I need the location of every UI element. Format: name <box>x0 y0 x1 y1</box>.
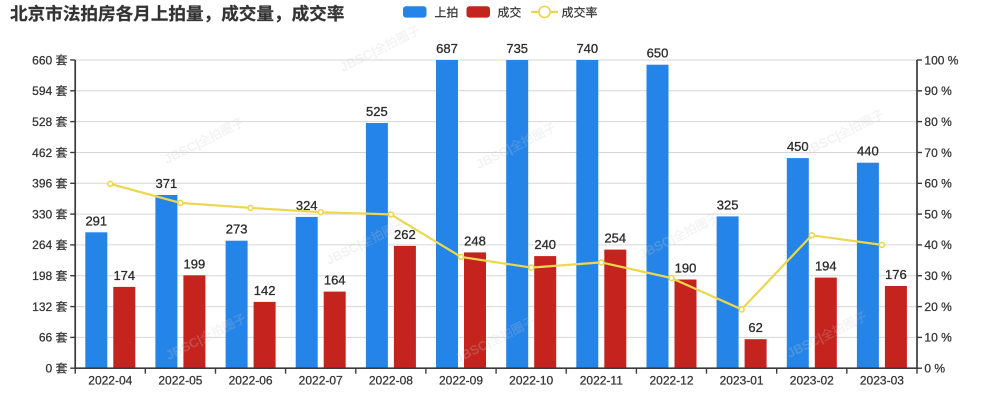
svg-text:594: 594 <box>32 84 52 98</box>
svg-text:20 %: 20 % <box>924 300 952 314</box>
svg-text:450: 450 <box>787 139 809 154</box>
svg-text:2022-08: 2022-08 <box>369 374 413 388</box>
svg-text:30 %: 30 % <box>924 269 952 283</box>
svg-text:40 %: 40 % <box>924 238 952 252</box>
svg-text:2022-06: 2022-06 <box>229 374 273 388</box>
svg-text:90 %: 90 % <box>924 84 952 98</box>
svg-text:190: 190 <box>675 261 697 276</box>
svg-text:262: 262 <box>394 227 416 242</box>
svg-text:330: 330 <box>32 207 52 221</box>
svg-text:254: 254 <box>604 231 626 246</box>
svg-text:291: 291 <box>85 213 107 228</box>
svg-text:0: 0 <box>46 362 53 376</box>
svg-text:62: 62 <box>748 320 762 335</box>
svg-text:735: 735 <box>506 41 528 56</box>
svg-text:2022-10: 2022-10 <box>509 374 553 388</box>
svg-text:142: 142 <box>254 283 276 298</box>
svg-text:100 %: 100 % <box>924 53 958 67</box>
svg-text:2022-07: 2022-07 <box>299 374 343 388</box>
svg-text:10 %: 10 % <box>924 331 952 345</box>
svg-text:660: 660 <box>32 53 52 67</box>
svg-text:650: 650 <box>647 46 669 61</box>
svg-text:2022-12: 2022-12 <box>649 374 693 388</box>
svg-text:371: 371 <box>156 176 178 191</box>
svg-text:2023-03: 2023-03 <box>860 374 904 388</box>
svg-text:2023-01: 2023-01 <box>720 374 764 388</box>
svg-text:396: 396 <box>32 177 52 191</box>
svg-text:176: 176 <box>885 267 907 282</box>
svg-text:0 %: 0 % <box>924 362 945 376</box>
svg-text:50 %: 50 % <box>924 207 952 221</box>
svg-text:132: 132 <box>32 300 52 314</box>
svg-text:325: 325 <box>717 197 739 212</box>
svg-text:164: 164 <box>324 273 346 288</box>
svg-text:740: 740 <box>576 41 598 56</box>
svg-text:60 %: 60 % <box>924 177 952 191</box>
svg-text:2023-02: 2023-02 <box>790 374 834 388</box>
svg-text:2022-04: 2022-04 <box>88 374 132 388</box>
svg-text:687: 687 <box>436 41 458 56</box>
svg-text:273: 273 <box>226 222 248 237</box>
svg-text:199: 199 <box>184 256 206 271</box>
svg-text:462: 462 <box>32 146 52 160</box>
svg-text:80 %: 80 % <box>924 115 952 129</box>
svg-text:240: 240 <box>534 237 556 252</box>
svg-text:324: 324 <box>296 198 318 213</box>
svg-text:198: 198 <box>32 269 52 283</box>
svg-text:66: 66 <box>39 331 53 345</box>
svg-text:264: 264 <box>32 238 52 252</box>
svg-text:194: 194 <box>815 259 837 274</box>
svg-text:525: 525 <box>366 104 388 119</box>
svg-text:70 %: 70 % <box>924 146 952 160</box>
svg-text:440: 440 <box>857 144 879 159</box>
svg-text:528: 528 <box>32 115 52 129</box>
svg-text:2022-05: 2022-05 <box>158 374 202 388</box>
svg-text:2022-11: 2022-11 <box>580 374 623 388</box>
svg-text:174: 174 <box>113 268 135 283</box>
svg-text:248: 248 <box>464 233 486 248</box>
svg-text:2022-09: 2022-09 <box>439 374 483 388</box>
